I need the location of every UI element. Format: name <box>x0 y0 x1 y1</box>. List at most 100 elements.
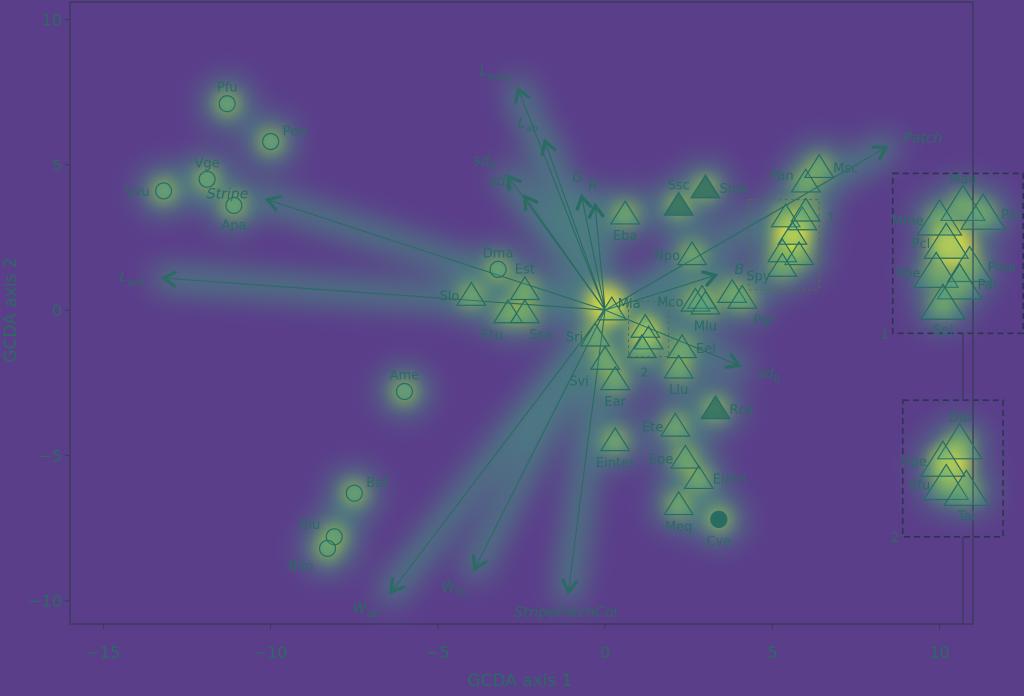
unlabeled-point <box>777 220 808 245</box>
point-label: Slo <box>440 290 460 305</box>
point-ssc <box>663 191 695 216</box>
point-spi <box>919 283 966 320</box>
heat-core <box>603 367 628 392</box>
heat-core <box>673 446 698 471</box>
vector-arrowhead <box>701 270 719 287</box>
point-label: Vge <box>195 156 220 171</box>
vector-arrowhead <box>506 173 522 191</box>
point-pal <box>936 262 983 300</box>
point-label: Einter <box>596 456 635 471</box>
data-points: Pfu Pdo Vge Vvu Apa Dma Ame Baf Blu Bim Cve Slo Est E… <box>125 81 1023 575</box>
point-label: Pdo <box>283 125 307 140</box>
vector-label: R <box>588 179 598 195</box>
y-tick-label: 5 <box>52 156 62 175</box>
heat-core <box>924 260 949 285</box>
point-label: Sme <box>719 182 748 197</box>
vector-label-main: StripePatchCol <box>514 605 617 621</box>
point-meq <box>663 490 695 516</box>
point-cve <box>710 510 728 528</box>
heat-core <box>603 428 628 453</box>
point-label: Msc <box>833 162 858 177</box>
inner-box <box>628 300 670 358</box>
point-label: Etu <box>481 328 503 343</box>
point-vvu <box>155 182 173 200</box>
heat-core <box>496 301 521 325</box>
vector-line <box>267 199 606 311</box>
point-label: Rca <box>729 403 753 418</box>
point-label: Vvu <box>125 185 150 200</box>
vector-arrowhead <box>575 193 593 211</box>
vector-label-main: sd <box>473 153 489 169</box>
point-label: Mme <box>892 214 924 229</box>
vector-label-main: G <box>572 170 583 186</box>
point-mlu <box>690 290 721 315</box>
group-boxes: 1 2 1 2 <box>628 172 1024 624</box>
vector-line <box>604 309 740 366</box>
vector-line <box>163 277 606 311</box>
heat-hotspot <box>934 446 971 483</box>
point-etu <box>492 298 524 324</box>
point-label: Eintri <box>713 473 747 488</box>
vector-label: StripePatchCol <box>514 605 617 621</box>
point-msc <box>803 153 835 179</box>
point-ete <box>659 412 691 437</box>
vector-label-main: L <box>518 116 526 132</box>
x-tick-label: −10 <box>254 643 288 662</box>
point-apa <box>225 196 243 215</box>
point-label: Ear <box>604 395 626 410</box>
point-ppe <box>913 251 960 288</box>
heat-core <box>930 292 955 317</box>
inner-box-label: 1 <box>827 211 835 225</box>
point-label: Mco <box>657 295 683 310</box>
point-label: Ppe <box>896 266 920 281</box>
point-label: Pal <box>978 278 997 293</box>
point-label: Ame <box>390 368 420 383</box>
point-label: Mla <box>618 297 641 312</box>
point-label: Psc <box>1001 208 1023 223</box>
vector-arrowhead <box>871 145 889 161</box>
group-box <box>891 172 1024 335</box>
vector-arrowhead <box>160 270 177 288</box>
vector-line <box>594 205 606 311</box>
point-eel <box>666 333 698 359</box>
point-label: Sri <box>566 330 583 345</box>
vector-arrowhead <box>587 202 605 219</box>
vector-label-subscript: ant <box>127 278 143 289</box>
point-label: Mlu <box>694 319 717 334</box>
unlabeled-point <box>787 205 818 231</box>
point-hpe <box>919 440 966 477</box>
point-label: Pcl <box>912 237 931 252</box>
vector-line <box>524 196 606 311</box>
point-ssa <box>509 298 541 324</box>
plot-frame <box>69 1 974 625</box>
vector-line <box>390 309 606 593</box>
point-label: Dma <box>483 246 514 261</box>
inner-box <box>748 199 820 291</box>
point-label: Pgr <box>754 313 776 328</box>
heat-core <box>947 271 972 296</box>
vector-arrowhead <box>523 194 539 212</box>
inner-box-label: 2 <box>641 366 649 380</box>
vector-label: sdG <box>489 173 513 192</box>
vector-label-main: L <box>119 270 127 286</box>
point-label: Ssc <box>668 178 690 193</box>
point-sme <box>690 173 721 199</box>
vector-label-subscript: B <box>774 374 781 385</box>
x-axis-label: GCDA axis 1 <box>467 671 572 691</box>
vector-line <box>581 196 606 311</box>
x-tick-label: −15 <box>87 643 121 662</box>
vector-line <box>474 309 606 570</box>
point-label: Bim <box>288 559 313 574</box>
point-eintri <box>683 464 715 490</box>
vector-label-main: W <box>353 601 368 617</box>
point-label: Eba <box>613 229 637 244</box>
point-ear <box>599 365 631 391</box>
vector-label-main: sd <box>489 173 505 189</box>
vector-arrowhead <box>264 195 282 212</box>
heat-core <box>613 202 638 227</box>
heat-core <box>686 466 711 491</box>
heat-core <box>670 335 695 360</box>
heat-core <box>512 277 537 302</box>
